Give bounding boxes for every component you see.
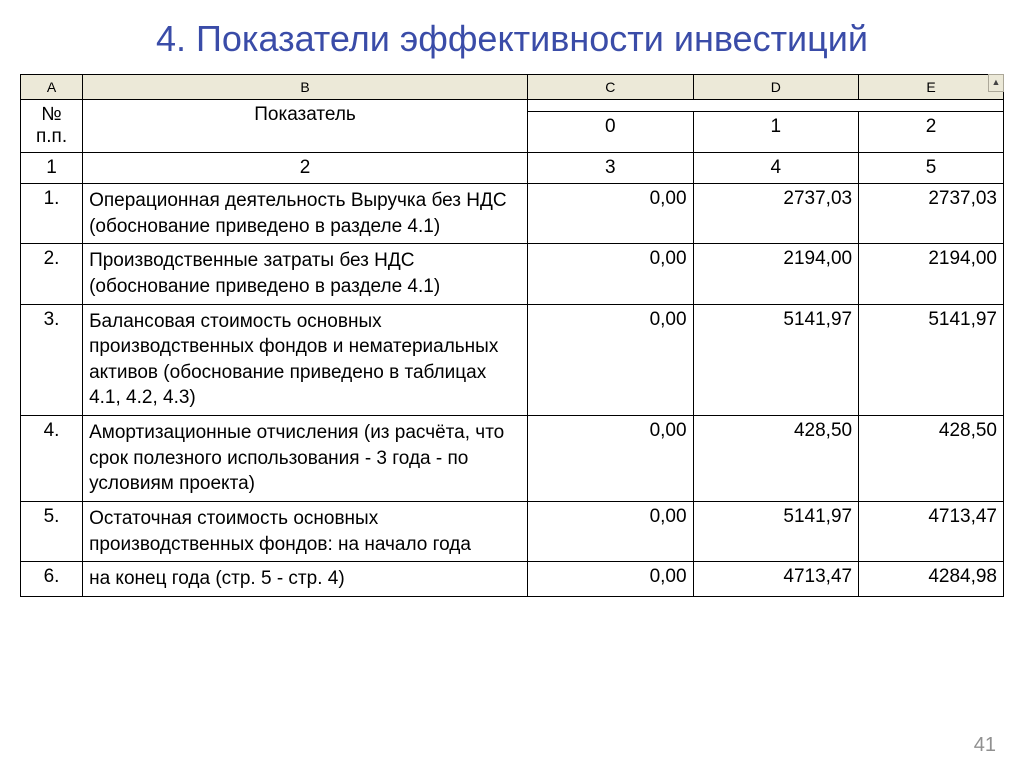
row-val-e: 428,50 <box>859 416 1004 502</box>
row-val-d: 428,50 <box>693 416 859 502</box>
col-header-c[interactable]: C <box>528 75 694 100</box>
row-val-d: 2194,00 <box>693 244 859 304</box>
slide-title: 4. Показатели эффективности инвестиций <box>0 0 1024 74</box>
header-year-1: 1 <box>693 111 859 152</box>
col-header-a[interactable]: A <box>21 75 83 100</box>
row-val-e: 4284,98 <box>859 562 1004 597</box>
col-header-d[interactable]: D <box>693 75 859 100</box>
colnum-1: 1 <box>21 153 83 184</box>
row-val-d: 2737,03 <box>693 184 859 244</box>
spreadsheet-container: ▲ A B C D E № п.п. Показатель 0 1 2 <box>20 74 1004 597</box>
colnum-2: 2 <box>83 153 528 184</box>
colnum-5: 5 <box>859 153 1004 184</box>
row-desc: Операционная деятельность Выручка без НД… <box>83 184 528 244</box>
header-year-0: 0 <box>528 111 694 152</box>
row-val-e: 5141,97 <box>859 304 1004 416</box>
row-val-c: 0,00 <box>528 416 694 502</box>
table-header-row-2: 1 2 3 4 5 <box>21 153 1004 184</box>
table-row: 4. Амортизационные отчисления (из расчёт… <box>21 416 1004 502</box>
row-index: 6. <box>21 562 83 597</box>
row-desc: Амортизационные отчисления (из расчёта, … <box>83 416 528 502</box>
row-desc: Балансовая стоимость основных производст… <box>83 304 528 416</box>
row-desc: на конец года (стр. 5 - стр. 4) <box>83 562 528 597</box>
table-row: 2. Производственные затраты без НДС (обо… <box>21 244 1004 304</box>
table-row: 1. Операционная деятельность Выручка без… <box>21 184 1004 244</box>
row-val-c: 0,00 <box>528 502 694 562</box>
col-header-e[interactable]: E <box>859 75 1004 100</box>
row-desc: Остаточная стоимость основных производст… <box>83 502 528 562</box>
row-val-c: 0,00 <box>528 562 694 597</box>
row-index: 4. <box>21 416 83 502</box>
row-index: 2. <box>21 244 83 304</box>
row-val-d: 5141,97 <box>693 502 859 562</box>
row-desc: Производственные затраты без НДС (обосно… <box>83 244 528 304</box>
row-val-d: 4713,47 <box>693 562 859 597</box>
row-index: 5. <box>21 502 83 562</box>
page-number: 41 <box>974 734 996 757</box>
table-row: 6. на конец года (стр. 5 - стр. 4) 0,00 … <box>21 562 1004 597</box>
header-num-label: № п.п. <box>21 100 83 153</box>
row-val-c: 0,00 <box>528 244 694 304</box>
table-row: 3. Балансовая стоимость основных произво… <box>21 304 1004 416</box>
row-val-e: 2737,03 <box>859 184 1004 244</box>
column-header-row: A B C D E <box>21 75 1004 100</box>
col-header-b[interactable]: B <box>83 75 528 100</box>
row-val-e: 4713,47 <box>859 502 1004 562</box>
row-val-c: 0,00 <box>528 304 694 416</box>
table-header-row-1a: № п.п. Показатель <box>21 100 1004 112</box>
row-index: 3. <box>21 304 83 416</box>
header-years-span <box>528 100 1004 112</box>
row-val-d: 5141,97 <box>693 304 859 416</box>
header-indicator-label: Показатель <box>83 100 528 153</box>
header-year-2: 2 <box>859 111 1004 152</box>
colnum-4: 4 <box>693 153 859 184</box>
data-table: A B C D E № п.п. Показатель 0 1 2 1 2 3 … <box>20 74 1004 597</box>
row-val-e: 2194,00 <box>859 244 1004 304</box>
colnum-3: 3 <box>528 153 694 184</box>
row-index: 1. <box>21 184 83 244</box>
scroll-up-icon[interactable]: ▲ <box>988 74 1004 92</box>
row-val-c: 0,00 <box>528 184 694 244</box>
table-row: 5. Остаточная стоимость основных произво… <box>21 502 1004 562</box>
